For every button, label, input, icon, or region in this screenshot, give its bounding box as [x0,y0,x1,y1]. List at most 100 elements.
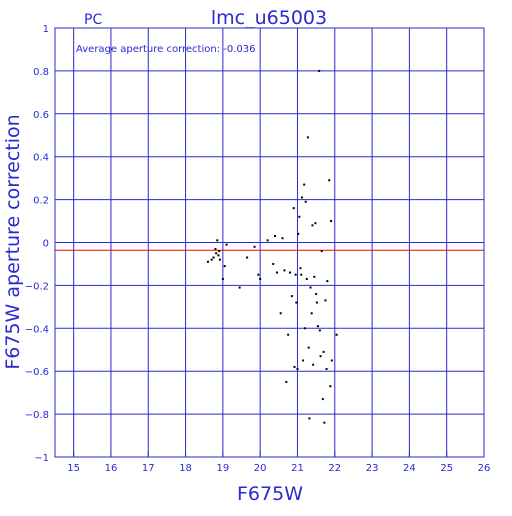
data-point [293,365,296,368]
y-tick-label: −0.8 [25,410,49,421]
data-point [295,301,298,304]
data-point [257,273,260,276]
data-point [218,258,221,261]
data-point [289,271,292,274]
data-point [218,250,221,253]
data-point [246,256,249,259]
data-point [323,421,326,424]
data-point [272,262,275,265]
data-point [318,329,321,332]
data-point [303,327,306,330]
y-tick-label: −0.6 [25,367,49,378]
y-tick-label: 0.6 [33,110,49,121]
data-point [321,398,324,401]
data-point [216,239,219,242]
y-tick-label: 0.8 [33,67,49,78]
data-point [210,258,213,261]
data-point [297,232,300,235]
x-tick-label: 26 [478,463,491,474]
data-point [313,275,316,278]
data-point [283,269,286,272]
x-tick-label: 17 [142,463,155,474]
data-point [324,299,327,302]
data-point [322,350,325,353]
x-tick-label: 20 [254,463,267,474]
average-annotation: Average aperture correction: -0.036 [76,44,256,55]
data-point [212,256,215,259]
data-point [223,265,226,268]
data-point [308,417,311,420]
data-point [279,312,282,315]
data-point [329,385,332,388]
data-point [294,273,297,276]
data-point [215,252,218,255]
data-point [325,368,328,371]
data-point [292,207,295,210]
x-tick-label: 25 [440,463,453,474]
y-tick-label: 0.4 [33,153,49,164]
x-tick-label: 23 [366,463,379,474]
data-point [238,286,241,289]
y-tick-label: −1 [34,453,49,464]
data-point [206,260,209,263]
data-point [287,333,290,336]
data-point [299,267,302,270]
data-point [314,222,317,225]
data-point [298,215,301,218]
data-point [307,346,310,349]
y-tick-labels: −1 −0.8 −0.6 −0.4 −0.2 0 0.2 0.4 0.6 0.8 1 [25,24,49,464]
data-point [302,359,305,362]
data-point [319,355,322,358]
data-points [206,69,338,424]
data-point [214,247,217,250]
data-point [266,239,269,242]
data-point [315,301,318,304]
data-point [300,196,303,199]
data-point [326,280,329,283]
plot-frame [54,27,485,458]
data-point [281,237,284,240]
x-tick-labels: 15 16 17 18 19 20 21 22 23 24 25 26 [67,463,490,474]
data-point [296,368,299,371]
y-tick-label: −0.2 [25,281,49,292]
data-point [290,295,293,298]
x-tick-label: 18 [179,463,192,474]
reference-lines [55,242,484,251]
data-point [312,363,315,366]
y-tick-label: 0 [43,239,49,250]
x-tick-label: 16 [105,463,118,474]
data-point [335,333,338,336]
data-point [274,235,277,238]
data-point [315,292,318,295]
x-tick-label: 15 [67,463,80,474]
data-point [306,136,309,139]
data-point [316,325,319,328]
corner-label: PC [84,12,102,28]
y-tick-label: 1 [43,24,49,35]
y-tick-label: 0.2 [33,196,49,207]
data-point [330,220,333,223]
data-point [225,243,228,246]
data-point [328,179,331,182]
x-tick-label: 22 [328,463,341,474]
data-point [311,224,314,227]
data-point [304,200,307,203]
y-axis-label: F675W aperture correction [2,114,24,369]
data-point [300,273,303,276]
x-tick-label: 21 [291,463,304,474]
data-point [318,69,321,72]
chart-title: lmc_u65003 [211,7,327,29]
x-axis-label: F675W [237,483,303,505]
y-tick-label: −0.4 [25,324,49,335]
x-tick-label: 24 [403,463,416,474]
data-point [253,245,256,248]
x-tick-label: 19 [217,463,230,474]
data-point [310,312,313,315]
data-point [275,271,278,274]
data-point [259,277,262,280]
data-point [305,277,308,280]
data-point [221,277,224,280]
data-point [303,183,306,186]
